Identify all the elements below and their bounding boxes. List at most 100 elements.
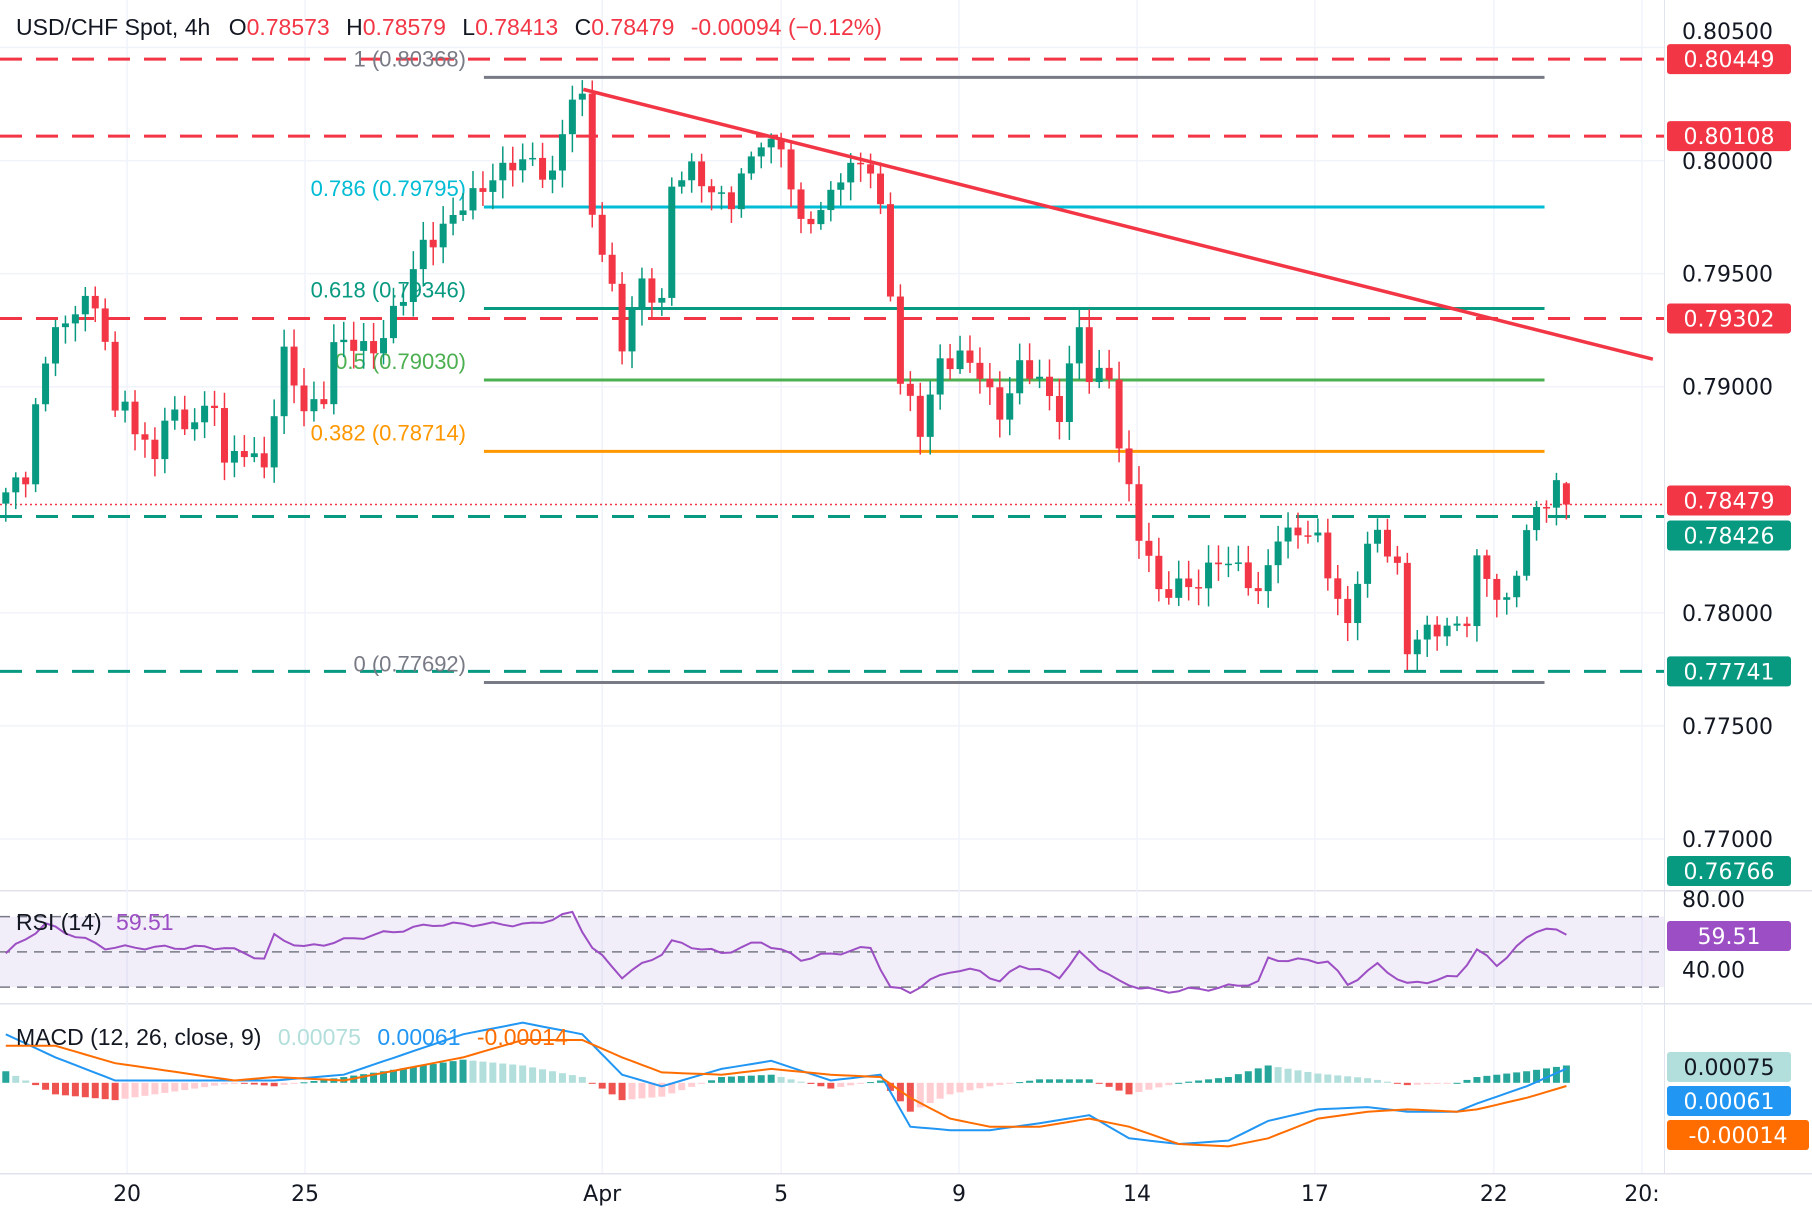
candle-down [608,254,616,284]
macd-histogram-bar [1334,1075,1342,1083]
candle-up [191,422,199,430]
candle-up [1374,529,1382,544]
rsi-value-badge: 59.51 [1667,921,1791,951]
macd-histogram-bar [220,1082,228,1085]
candle-up [1513,575,1521,598]
candle-down [141,434,149,440]
rsi-tick-label: 80.00 [1682,888,1745,913]
badge-label: 0.00075 [1684,1056,1775,1081]
macd-histogram-bar [867,1082,875,1084]
candle-up [638,278,646,308]
fibonacci-retracement[interactable]: 1 (0.80368) 0.786 (0.79795) 0.618 (0.79346… [311,46,1545,685]
candle-up [926,394,934,437]
candle-down [1046,376,1053,397]
candle-up [1503,597,1511,600]
time-tick-label: 20: [1624,1182,1659,1207]
macd-histogram-bar [429,1064,437,1083]
macd-histogram-bar [230,1082,238,1084]
badge-label: 0.80108 [1684,125,1775,150]
macd-histogram-bar [1095,1082,1103,1084]
candle-up [330,342,338,405]
candle-up [757,147,765,157]
macd-histogram-bar [449,1061,457,1083]
rsi-line [5,910,1567,995]
candle-down [896,296,904,384]
macd-histogram-bar [767,1074,775,1083]
candle-up [568,99,576,135]
candle-up [81,295,89,315]
candle-down [1324,532,1332,579]
macd-histogram-bar [886,1082,894,1091]
fib-level-label: 0.382 (0.78714) [311,420,466,445]
candle-up [519,159,527,171]
macd-histogram-bar [1374,1079,1382,1083]
candle-up [1274,541,1282,566]
macd-histogram-bar [52,1082,59,1095]
candle-up [121,401,129,411]
macd-histogram-bar [171,1082,179,1092]
macd-histogram-bar [698,1082,706,1084]
macd-pane [2,1021,1570,1148]
chart-legend-header: USD/CHF Spot, 4h O0.78573 H0.78579 L0.78… [16,14,882,40]
candle-up [399,301,407,306]
candle-down [976,362,984,379]
macd-histogram-bar [966,1082,974,1091]
macd-histogram-bar [509,1064,517,1083]
macd-histogram-bar [976,1082,984,1089]
macd-histogram-bar [1304,1071,1312,1083]
candle-down [509,162,517,171]
macd-line-value: 0.00061 [377,1024,460,1050]
fib-level-label: 0.618 (0.79346) [311,277,466,302]
price-tick-label: 0.77500 [1682,715,1773,740]
candle-down [708,186,716,193]
badge-background [1667,485,1791,516]
macd-histogram-bar [439,1062,447,1083]
macd-histogram-bar [1016,1082,1024,1084]
candle-down [1155,555,1163,590]
macd-histogram-bar [380,1071,388,1083]
macd-histogram-bar [399,1068,407,1083]
candle-down [1433,624,1441,637]
macd-title: MACD (12, 26, close, 9) [16,1024,261,1050]
macd-histogram-bar [916,1082,924,1108]
candle-down [1135,484,1143,541]
candle-down [797,189,805,219]
level-badge: 0.80449 [1667,44,1791,75]
candle-up [171,409,179,421]
candle-up [956,350,964,370]
rsi-title: RSI (14) [16,909,102,935]
macd-histogram-bar [996,1082,1004,1085]
candle-up [71,314,79,324]
badge-background [1667,303,1791,334]
macd-histogram-bar [588,1082,596,1084]
macd-histogram-bar [181,1082,189,1091]
candle-up [1453,623,1461,626]
candle-up [1016,360,1024,394]
macd-histogram-bar [81,1082,89,1098]
candle-up [529,157,537,160]
candle-up [360,341,368,351]
price-axis-border [1664,0,1665,1173]
horizontal-levels [0,57,1664,673]
macd-histogram-bar [419,1065,427,1083]
macd-histogram-bar [1234,1074,1242,1083]
macd-histogram-bar [787,1079,795,1083]
trendline[interactable] [582,87,1654,361]
macd-histogram-bar [389,1069,397,1083]
macd-histogram-bar [111,1082,119,1101]
macd-histogram-bar [1433,1082,1441,1084]
macd-histogram-bar [807,1082,815,1084]
candle-down [946,358,954,370]
candle-up [1234,562,1242,564]
macd-histogram-bar [837,1082,845,1087]
macd-histogram-value: 0.00075 [278,1024,361,1050]
macd-histogram-bar [1026,1080,1034,1083]
macd-histogram-bar [519,1065,527,1083]
candle-up [1364,543,1372,584]
candle-down [1085,327,1093,383]
badge-label: 0.78426 [1684,525,1775,550]
candle-down [22,477,30,485]
price-tick-label: 0.78000 [1682,602,1773,627]
fib-level-label: 0.786 (0.79795) [311,176,466,201]
